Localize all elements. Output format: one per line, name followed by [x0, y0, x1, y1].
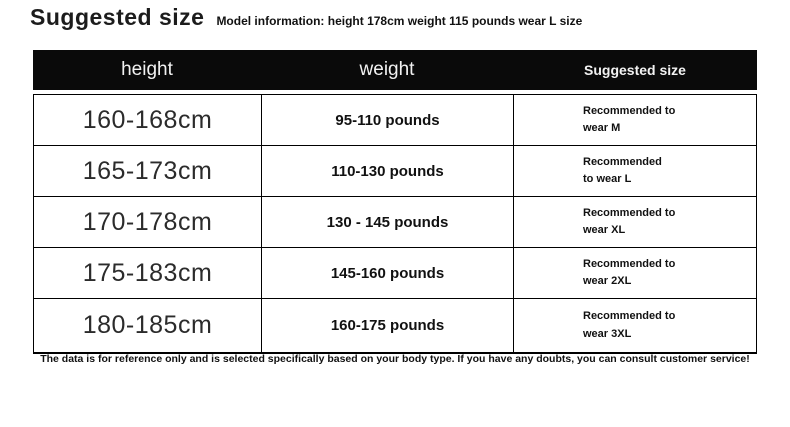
suggestion-line1: Recommended to	[583, 310, 676, 323]
table-row: 180-185cm 160-175 pounds Recommended to …	[34, 299, 756, 352]
table-row: 160-168cm 95-110 pounds Recommended to w…	[34, 95, 756, 146]
weight-cell: 95-110 pounds	[261, 95, 513, 145]
suggestion-cell: Recommended to wear XL	[513, 197, 756, 247]
suggestion-line2: wear XL	[583, 224, 626, 236]
table-row: 165-173cm 110-130 pounds Recommended to …	[34, 146, 756, 197]
height-cell: 160-168cm	[82, 105, 213, 134]
table-body: 160-168cm 95-110 pounds Recommended to w…	[33, 94, 757, 354]
suggestion-line2: wear 3XL	[583, 327, 632, 340]
suggestion-text: Recommended to wear 3XL	[583, 308, 687, 342]
table-row: 175-183cm 145-160 pounds Recommended to …	[34, 248, 756, 299]
page-header: Suggested size Model information: height…	[30, 4, 582, 31]
size-table: height weight Suggested size 160-168cm 9…	[33, 50, 757, 354]
suggestion-cell: Recommended to wear 3XL	[513, 299, 756, 352]
page-title: Suggested size	[30, 4, 205, 30]
suggestion-text: Recommended to wear XL	[583, 205, 687, 239]
suggestion-line2: to wear L	[583, 173, 632, 185]
height-cell: 170-178cm	[82, 207, 213, 236]
suggestion-line1: Recommended	[583, 155, 662, 168]
suggestion-line1: Recommended to	[583, 104, 676, 117]
table-header-row: height weight Suggested size	[33, 50, 757, 90]
suggestion-cell: Recommended to wear L	[513, 146, 756, 196]
suggestion-line2: wear M	[583, 122, 621, 134]
weight-cell: 110-130 pounds	[261, 146, 513, 196]
suggestion-line1: Recommended to	[583, 257, 676, 270]
suggestion-text: Recommended to wear M	[583, 103, 687, 137]
column-header-height: height	[121, 59, 173, 80]
model-info-text: Model information: height 178cm weight 1…	[216, 14, 583, 28]
column-header-weight: weight	[359, 59, 415, 80]
table-row: 170-178cm 130 - 145 pounds Recommended t…	[34, 197, 756, 248]
height-cell: 165-173cm	[82, 156, 213, 185]
footer-note: The data is for reference only and is se…	[40, 353, 750, 365]
weight-cell: 145-160 pounds	[261, 248, 513, 298]
column-header-suggested-size: Suggested size	[584, 62, 686, 78]
suggestion-cell: Recommended to wear 2XL	[513, 248, 756, 298]
suggestion-text: Recommended to wear L	[583, 154, 687, 188]
suggestion-line1: Recommended to	[583, 206, 676, 219]
height-cell: 175-183cm	[82, 258, 213, 287]
suggestion-text: Recommended to wear 2XL	[583, 256, 687, 290]
height-cell: 180-185cm	[82, 311, 213, 339]
weight-cell: 160-175 pounds	[261, 299, 513, 352]
suggestion-line2: wear 2XL	[583, 275, 632, 287]
suggestion-cell: Recommended to wear M	[513, 95, 756, 145]
weight-cell: 130 - 145 pounds	[261, 197, 513, 247]
